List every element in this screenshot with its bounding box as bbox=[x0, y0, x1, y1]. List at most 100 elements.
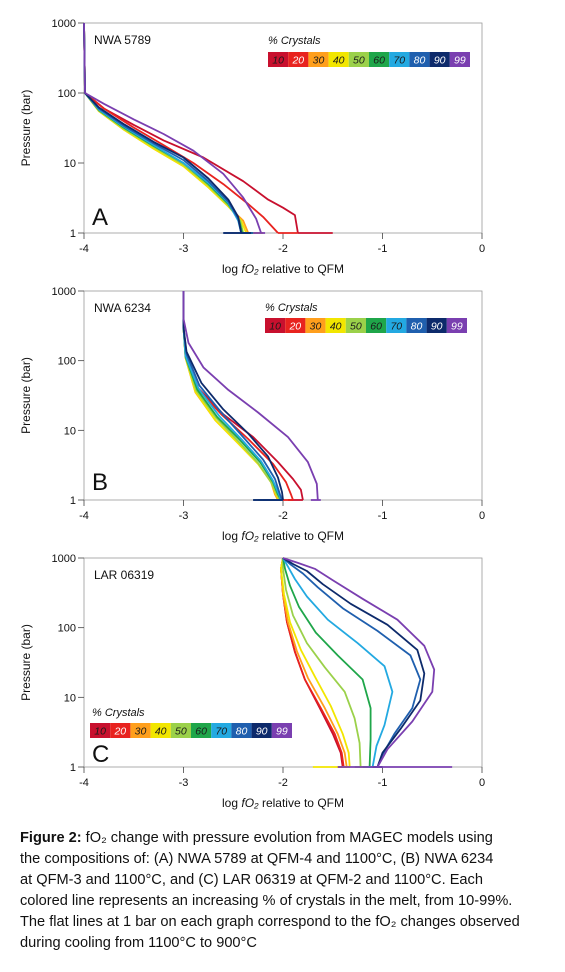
panel-c: 1 10 100 1000 -4 -3 -2 -1 0 log fO₂ relative to Q… bbox=[19, 553, 485, 810]
legend-label-70: 70 bbox=[215, 726, 227, 738]
y-tick-label: 100 bbox=[58, 623, 76, 635]
series-line-40 bbox=[83, 22, 248, 234]
y-tick-label: 1000 bbox=[52, 18, 76, 30]
legend-swatch-30 bbox=[130, 723, 151, 738]
legend-swatch-60 bbox=[191, 723, 212, 738]
panel-letter: A bbox=[92, 204, 108, 231]
x-tick-label: -3 bbox=[179, 243, 189, 255]
legend-swatch-60 bbox=[366, 318, 387, 333]
x-tick-label: -2 bbox=[278, 510, 288, 522]
legend-label-80: 80 bbox=[411, 321, 423, 333]
legend-swatch-10 bbox=[268, 52, 289, 67]
caption-text-1: fO₂ change with pressure evolution from … bbox=[81, 830, 493, 846]
legend-label-10: 10 bbox=[94, 726, 106, 738]
x-tick-label: -1 bbox=[378, 243, 388, 255]
series-line-60 bbox=[282, 557, 372, 768]
legend-label-90: 90 bbox=[434, 55, 446, 67]
x-axis-label: log fO₂ relative to QFM bbox=[222, 529, 344, 543]
legend-swatch-40 bbox=[150, 723, 171, 738]
legend-label-20: 20 bbox=[288, 321, 301, 333]
legend-label-60: 60 bbox=[370, 321, 382, 333]
legend-label-80: 80 bbox=[414, 55, 426, 67]
legend: % Crystals 10 20 30 40 50 60 70 80 90 99 bbox=[265, 302, 467, 333]
legend-label-30: 30 bbox=[313, 55, 325, 67]
series-line-50 bbox=[282, 558, 362, 768]
legend-label-20: 20 bbox=[291, 55, 304, 67]
legend-swatch-80 bbox=[231, 723, 252, 738]
series-line-99 bbox=[83, 22, 262, 234]
sample-title: NWA 5789 bbox=[94, 33, 151, 47]
legend-swatch-30 bbox=[308, 52, 329, 67]
legend-swatch-99 bbox=[449, 52, 470, 67]
legend-swatch-50 bbox=[348, 52, 369, 67]
legend-label-99: 99 bbox=[454, 55, 466, 67]
legend-swatch-20 bbox=[110, 723, 131, 738]
y-tick-label: 10 bbox=[64, 158, 76, 170]
legend-label-99: 99 bbox=[276, 726, 288, 738]
y-tick-label: 1000 bbox=[52, 553, 76, 565]
series-line-20 bbox=[83, 22, 279, 234]
legend-swatch-40 bbox=[328, 52, 349, 67]
series-line-70 bbox=[83, 22, 243, 234]
legend-swatch-70 bbox=[211, 723, 232, 738]
legend-label-10: 10 bbox=[272, 55, 284, 67]
y-tick-label: 10 bbox=[64, 692, 76, 704]
sample-title: LAR 06319 bbox=[94, 568, 154, 582]
legend-label-99: 99 bbox=[451, 321, 463, 333]
x-tick-label: -4 bbox=[79, 510, 89, 522]
legend-label-10: 10 bbox=[269, 321, 281, 333]
x-tick-label: -1 bbox=[378, 510, 388, 522]
y-tick-label: 1 bbox=[70, 495, 76, 507]
series-line-90 bbox=[182, 291, 284, 501]
legend-label-70: 70 bbox=[390, 321, 402, 333]
series-line-99 bbox=[182, 291, 319, 501]
x-tick-label: -1 bbox=[378, 777, 388, 789]
legend-label-90: 90 bbox=[256, 726, 268, 738]
legend-label-60: 60 bbox=[195, 726, 207, 738]
panel-letter: C bbox=[92, 741, 109, 768]
legend-swatch-90 bbox=[251, 723, 272, 738]
legend-swatch-90 bbox=[426, 318, 447, 333]
caption-line-1: Figure 2: fO₂ change with pressure evolu… bbox=[20, 828, 555, 849]
legend-swatch-80 bbox=[409, 52, 430, 67]
x-tick-label: -3 bbox=[179, 777, 189, 789]
legend-label-30: 30 bbox=[135, 726, 147, 738]
caption-line-6: during cooling from 1100°C to 900°C bbox=[20, 935, 257, 951]
y-axis-label: Pressure (bar) bbox=[19, 624, 33, 701]
x-tick-label: -4 bbox=[79, 243, 89, 255]
panel-b: 1 10 100 1000 -4 -3 -2 -1 0 log fO₂ relative to Q… bbox=[19, 286, 485, 543]
legend-swatch-10 bbox=[90, 723, 111, 738]
legend-swatch-99 bbox=[271, 723, 292, 738]
series-line-80 bbox=[83, 22, 243, 234]
legend-label-90: 90 bbox=[431, 321, 443, 333]
caption-label: Figure 2: bbox=[20, 830, 82, 846]
y-tick-label: 100 bbox=[58, 356, 76, 368]
legend-swatch-70 bbox=[386, 318, 407, 333]
x-tick-label: -2 bbox=[278, 243, 288, 255]
legend-swatch-50 bbox=[345, 318, 366, 333]
series-line-50 bbox=[83, 22, 245, 234]
x-tick-label: 0 bbox=[479, 777, 485, 789]
series-line-60 bbox=[83, 22, 244, 234]
legend-swatch-30 bbox=[305, 318, 326, 333]
legend-label-60: 60 bbox=[373, 55, 385, 67]
legend-title: % Crystals bbox=[268, 35, 321, 47]
y-tick-label: 1 bbox=[70, 762, 76, 774]
series-line-90 bbox=[83, 22, 243, 234]
legend: % Crystals 10 20 30 40 50 60 70 80 90 99 bbox=[90, 707, 292, 738]
legend: % Crystals 10 20 30 40 50 60 70 80 90 99 bbox=[268, 35, 470, 67]
legend-swatch-10 bbox=[265, 318, 286, 333]
x-tick-label: 0 bbox=[479, 243, 485, 255]
caption-line-5: The flat lines at 1 bar on each graph co… bbox=[20, 914, 520, 930]
y-axis-label: Pressure (bar) bbox=[19, 90, 33, 167]
legend-label-50: 50 bbox=[353, 55, 365, 67]
legend-label-20: 20 bbox=[113, 726, 126, 738]
legend-label-40: 40 bbox=[155, 726, 167, 738]
legend-swatch-20 bbox=[285, 318, 306, 333]
legend-swatch-60 bbox=[369, 52, 390, 67]
series-line-90 bbox=[282, 557, 426, 768]
panel-a: 1 10 100 1000 -4 -3 -2 -1 0 log fO₂ relative to Q… bbox=[19, 18, 485, 276]
x-axis-label: log fO₂ relative to QFM bbox=[222, 796, 344, 810]
series-line-80 bbox=[282, 557, 422, 768]
